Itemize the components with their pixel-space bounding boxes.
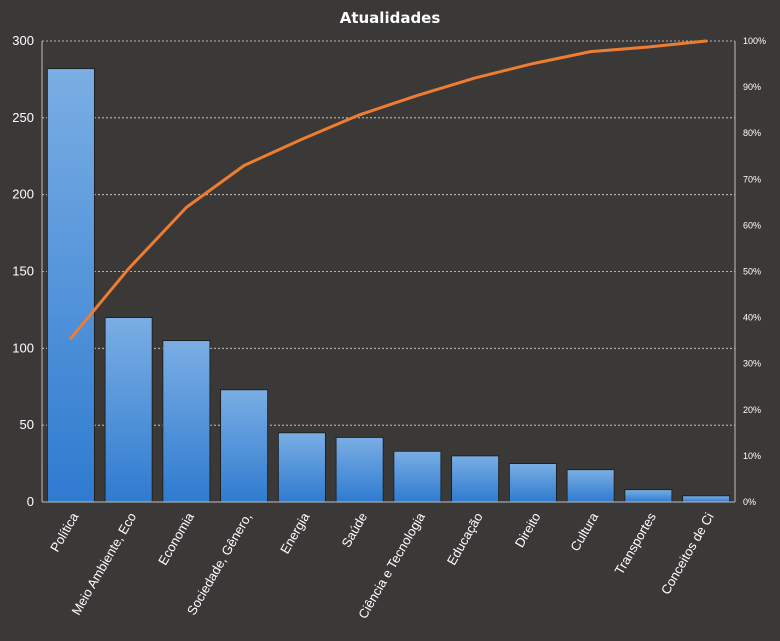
axes — [41, 41, 736, 503]
y2-tick-label: 10% — [743, 451, 761, 461]
y2-tick-label: 90% — [743, 82, 761, 92]
x-tick-label: Política — [47, 509, 82, 554]
bar — [277, 432, 326, 503]
x-tick-label: Ciência e Tecnologia — [355, 509, 428, 621]
x-tick-label: Economia — [155, 509, 197, 567]
y-axis-right-ticks: 0% 10% 20% 30% 40% 50% 60% 70% 80% 90% 100% — [743, 36, 766, 507]
bar — [335, 437, 384, 503]
y2-tick-label: 100% — [743, 36, 766, 46]
bars — [46, 68, 731, 503]
x-tick-label: Transportes — [612, 510, 660, 578]
chart-title: Atualidades — [340, 9, 441, 27]
y2-tick-label: 30% — [743, 359, 761, 369]
y-tick-label: 0 — [27, 494, 34, 509]
x-tick-label: Educação — [444, 510, 486, 568]
bar — [508, 463, 557, 503]
bar — [566, 469, 615, 503]
y-tick-label: 50 — [20, 417, 34, 432]
grid-lines — [42, 40, 735, 426]
y-axis-left-ticks: 0 50 100 150 200 250 300 — [12, 33, 34, 509]
y-tick-label: 200 — [12, 187, 34, 202]
y-tick-label: 250 — [12, 110, 34, 125]
y-tick-label: 150 — [12, 264, 34, 279]
x-tick-label: Direito — [512, 510, 544, 550]
bar — [162, 340, 211, 503]
y2-tick-label: 60% — [743, 220, 761, 230]
x-tick-label: Meio Ambiente, Eco — [68, 510, 139, 618]
y-tick-label: 300 — [12, 33, 34, 48]
y2-tick-label: 70% — [743, 174, 761, 184]
x-tick-label: Sociedade, Gênero, — [184, 510, 255, 618]
bar — [393, 450, 442, 503]
bar — [104, 317, 153, 503]
y2-tick-label: 20% — [743, 405, 761, 415]
cumulative-line — [69, 39, 708, 340]
x-tick-label: Energia — [277, 509, 313, 556]
bar — [220, 389, 269, 503]
y2-tick-label: 80% — [743, 128, 761, 138]
x-tick-label: Conceitos de Ci — [658, 510, 717, 597]
x-tick-label: Saúde — [338, 510, 370, 550]
bar — [682, 495, 731, 503]
bar — [624, 489, 673, 503]
y-tick-label: 100 — [12, 340, 34, 355]
y2-tick-label: 0% — [743, 497, 756, 507]
y2-tick-label: 40% — [743, 313, 761, 323]
cumulative-line-layer — [69, 39, 708, 340]
bar — [451, 455, 500, 503]
bar — [46, 68, 95, 503]
x-tick-label: Cultura — [567, 509, 601, 553]
y2-tick-label: 50% — [743, 267, 761, 277]
